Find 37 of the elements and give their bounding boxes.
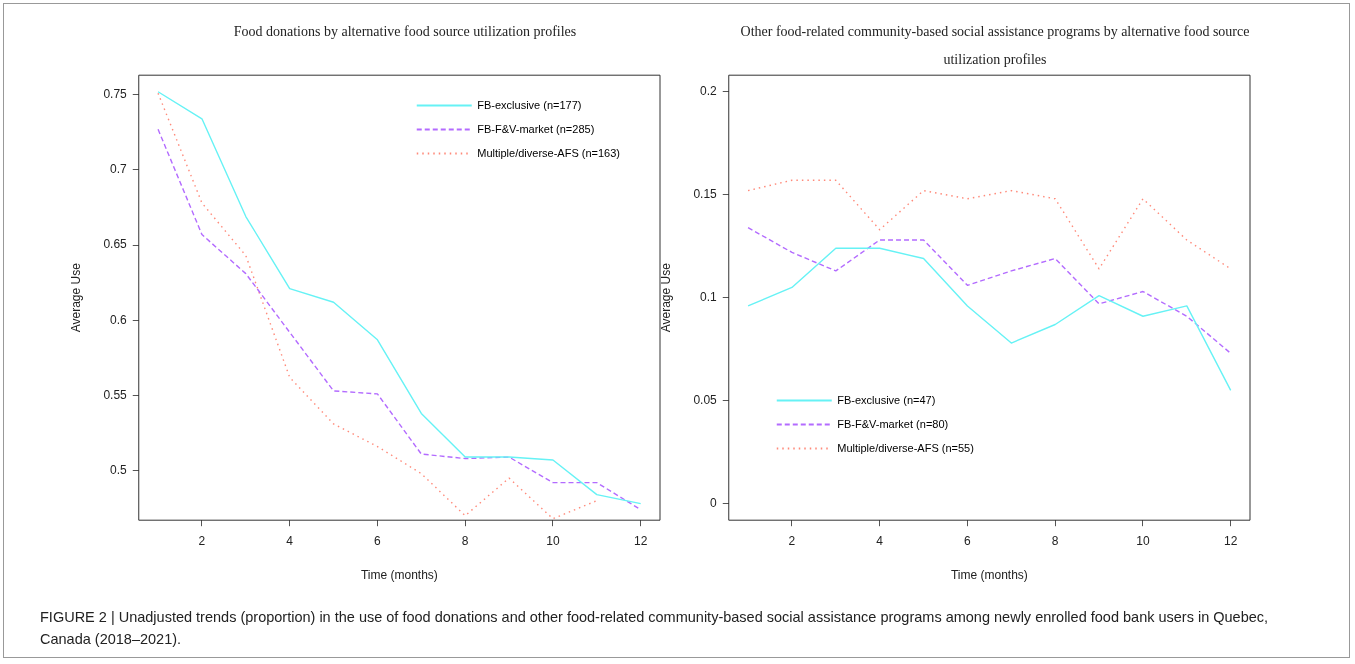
y-tick-label: 0.75	[103, 87, 128, 102]
y-axis-title: Average Use	[68, 262, 83, 333]
y-axis-title: Average Use	[658, 262, 673, 333]
legend-label: FB-exclusive (n=177)	[477, 98, 582, 111]
y-tick-label: 0.1	[700, 290, 718, 305]
x-tick-label: 6	[964, 533, 972, 548]
y-tick-label: 0.5	[110, 462, 128, 477]
x-tick-label: 6	[374, 533, 382, 548]
chart-title: Food donations by alternative food source utilization profiles	[232, 23, 578, 41]
x-tick-label: 2	[198, 533, 206, 548]
x-axis-title: Time (months)	[360, 568, 438, 583]
legend-label: Multiple/diverse-AFS (n=163)	[477, 146, 621, 159]
x-tick-label: 12	[634, 533, 648, 548]
x-tick-label: 12	[1224, 533, 1238, 548]
legend-label: FB-exclusive (n=47)	[837, 393, 936, 406]
chart-title: Other food-related community-based social assistance programs by alternative food source utilization profiles	[740, 23, 1250, 69]
x-tick-label: 10	[1136, 533, 1150, 548]
y-tick-label: 0.55	[103, 387, 128, 402]
x-tick-label: 8	[461, 533, 469, 548]
y-tick-label: 0.7	[110, 162, 128, 177]
y-tick-label: 0.2	[700, 83, 718, 98]
x-axis-title: Time (months)	[950, 568, 1028, 583]
y-tick-label: 0.05	[693, 393, 718, 408]
y-tick-label: 0.65	[103, 237, 128, 252]
legend-label: FB-F&V-market (n=80)	[837, 417, 949, 430]
legend-label: FB-F&V-market (n=285)	[477, 122, 595, 135]
caption: FIGURE 2 | Unadjusted trends (proportion) in the use of food donations and other food-related community-based social assistance programs among newly enrolled food bank users in Quebec, Canada (2018–2021).	[40, 608, 1270, 649]
line-series	[747, 226, 1232, 355]
legend-label: Multiple/diverse-AFS (n=55)	[837, 441, 974, 454]
y-tick-label: 0.6	[110, 312, 128, 327]
x-tick-label: 4	[286, 533, 294, 548]
y-tick-label: 0.15	[693, 187, 718, 201]
x-tick-label: 10	[546, 533, 560, 548]
y-tick-label: 0	[710, 496, 718, 511]
x-tick-label: 4	[876, 533, 884, 548]
x-tick-label: 8	[1051, 533, 1059, 548]
x-tick-label: 2	[788, 533, 796, 548]
